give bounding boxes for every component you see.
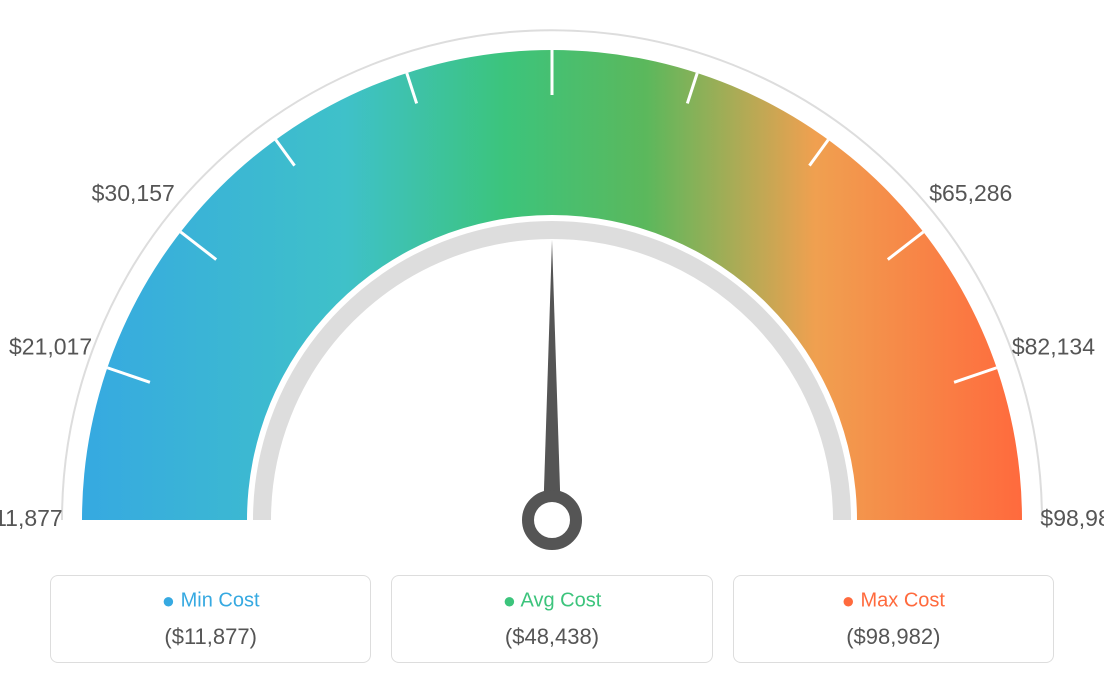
svg-text:$48,438: $48,438 xyxy=(510,0,593,1)
dot-icon: ● xyxy=(162,588,175,613)
svg-text:$65,286: $65,286 xyxy=(929,180,1012,206)
gauge-chart: $11,877 $21,017 $30,157 $48,438 $65,286 $82,1… xyxy=(0,0,1104,560)
dot-icon: ● xyxy=(842,588,855,613)
legend-min-value: ($11,877) xyxy=(61,624,360,650)
svg-text:$11,877: $11,877 xyxy=(0,505,63,531)
legend-max-title: ● Max Cost xyxy=(744,588,1043,614)
svg-text:$21,017: $21,017 xyxy=(9,333,92,359)
legend-avg-card: ● Avg Cost ($48,438) xyxy=(391,575,712,663)
legend-max-label: Max Cost xyxy=(861,589,945,611)
svg-text:$30,157: $30,157 xyxy=(92,180,175,206)
legend-max-value: ($98,982) xyxy=(744,624,1043,650)
legend-min-label: Min Cost xyxy=(181,589,260,611)
legend-row: ● Min Cost ($11,877) ● Avg Cost ($48,438… xyxy=(50,575,1054,663)
dot-icon: ● xyxy=(503,588,516,613)
legend-min-card: ● Min Cost ($11,877) xyxy=(50,575,371,663)
legend-avg-label: Avg Cost xyxy=(520,589,601,611)
legend-max-card: ● Max Cost ($98,982) xyxy=(733,575,1054,663)
cost-gauge-widget: $11,877 $21,017 $30,157 $48,438 $65,286 $82,1… xyxy=(0,0,1104,690)
svg-text:$98,982: $98,982 xyxy=(1040,505,1104,531)
legend-avg-title: ● Avg Cost xyxy=(402,588,701,614)
legend-avg-value: ($48,438) xyxy=(402,624,701,650)
legend-min-title: ● Min Cost xyxy=(61,588,360,614)
svg-text:$82,134: $82,134 xyxy=(1012,333,1095,359)
